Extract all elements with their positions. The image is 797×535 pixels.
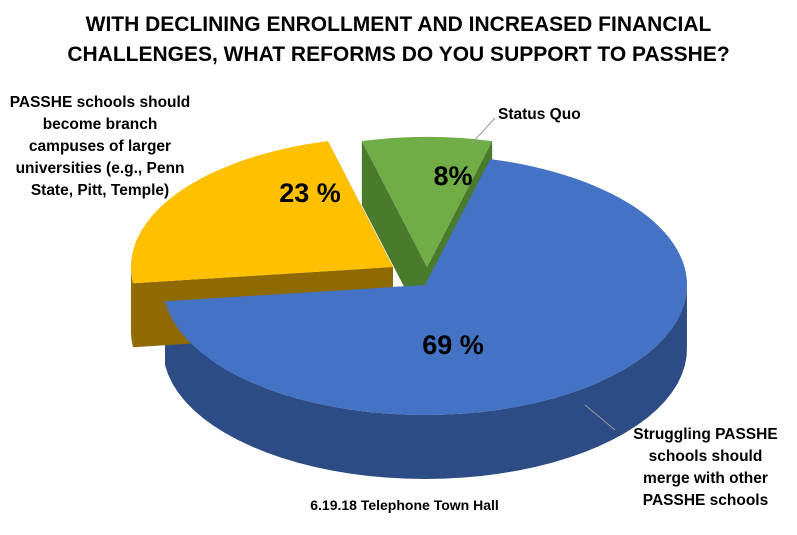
- status-quo-slice-wall-0: [361, 141, 427, 331]
- chart-title: WITH DECLINING ENROLLMENT AND INCREASED …: [0, 10, 797, 70]
- leader-line-layer: [471, 117, 616, 431]
- merge-slice-rim-0: [165, 282, 687, 479]
- value-label-layer: 69 % 23 % 8%: [279, 161, 484, 360]
- branch-campuses-value-label: 23 %: [279, 178, 341, 208]
- status-quo-leader-line: [471, 117, 496, 144]
- slice-top-layer: [131, 137, 688, 415]
- chart-footer: 6.19.18 Telephone Town Hall: [310, 497, 499, 513]
- merge-value-label: 69 %: [422, 330, 484, 360]
- chart-title-line-2: CHALLENGES, WHAT REFORMS DO YOU SUPPORT …: [67, 43, 730, 66]
- status-quo-value-label: 8%: [433, 161, 472, 191]
- merge-slice-label: Struggling PASSHE schools should merge w…: [633, 426, 778, 509]
- status-quo-slice: [361, 137, 493, 267]
- merge-leader-line: [584, 404, 616, 431]
- merge-slice: [165, 159, 688, 415]
- branch-campuses-slice-label: PASSHE schools should become branch camp…: [9, 94, 191, 199]
- branch-campuses-slice-rim-0: [131, 264, 134, 348]
- status-quo-slice-label: Status Quo: [498, 106, 581, 123]
- chart-title-line-1: WITH DECLINING ENROLLMENT AND INCREASED …: [85, 13, 712, 36]
- branch-campuses-slice: [131, 141, 393, 284]
